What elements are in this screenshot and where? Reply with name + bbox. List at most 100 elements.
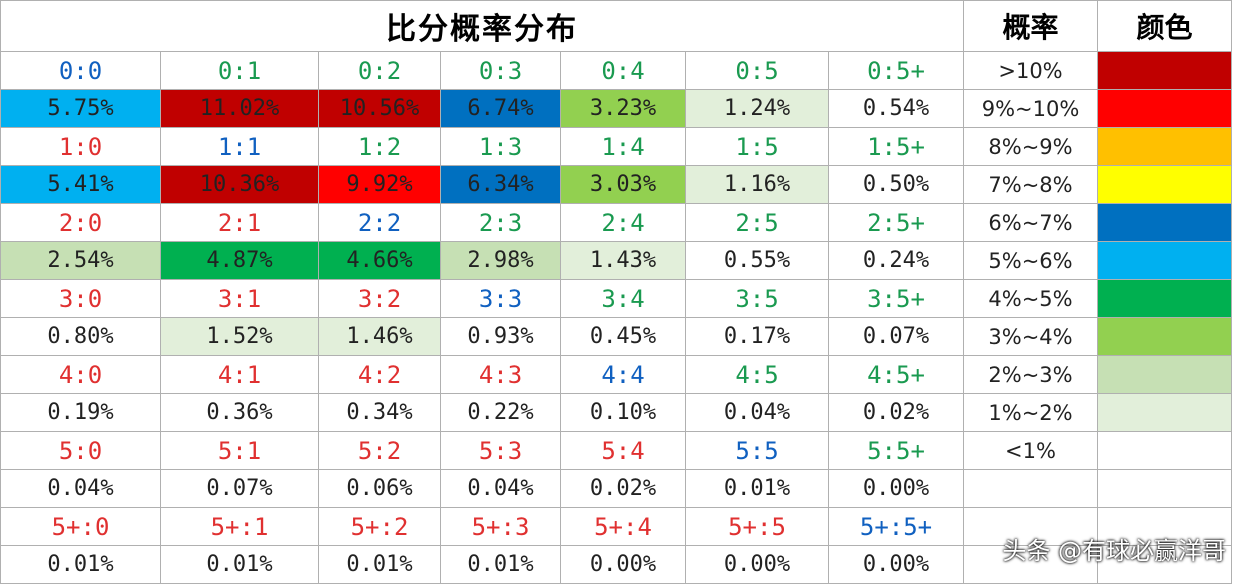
legend-range: >10% [963,51,1098,90]
score-cell: 1:5 [685,127,829,166]
legend-color [1097,51,1232,90]
score-cell: 0:1 [160,51,319,90]
legend-color [1097,241,1232,280]
score-cell: 3:5+ [828,279,964,318]
prob-cell: 0.36% [160,393,319,432]
prob-row: 2.54% 4.87% 4.66% 2.98% 1.43% 0.55% 0.24% 5%~6% [0,241,1232,280]
prob-cell: 1.16% [685,165,829,204]
prob-cell: 0.50% [828,165,964,204]
score-cell: 5+:5 [685,507,829,546]
legend-color [1097,317,1232,356]
prob-cell: 2.54% [0,241,161,280]
prob-cell: 0.06% [318,469,441,508]
prob-cell: 1.43% [560,241,686,280]
prob-row: 5.41% 10.36% 9.92% 6.34% 3.03% 1.16% 0.50% 7%~8… [0,165,1232,204]
score-cell: 4:0 [0,355,161,394]
score-cell: 5:1 [160,431,319,470]
legend-range: 6%~7% [963,203,1098,242]
prob-cell: 0.04% [440,469,561,508]
prob-cell: 0.17% [685,317,829,356]
legend-range [963,469,1098,508]
legend-color [1097,203,1232,242]
score-cell: 3:5 [685,279,829,318]
score-cell: 5+:3 [440,507,561,546]
legend-color [1097,127,1232,166]
legend-color [1097,469,1232,508]
score-cell: 5+:1 [160,507,319,546]
score-cell: 5+:5+ [828,507,964,546]
prob-cell: 9.92% [318,165,441,204]
score-cell: 1:2 [318,127,441,166]
prob-cell: 0.01% [0,545,161,584]
score-row: 1:0 1:1 1:2 1:3 1:4 1:5 1:5+ 8%~9% [0,127,1232,166]
legend-range: 9%~10% [963,89,1098,128]
score-cell: 2:3 [440,203,561,242]
score-cell: 4:5+ [828,355,964,394]
score-cell: 0:0 [0,51,161,90]
prob-cell: 0.07% [828,317,964,356]
prob-cell: 0.01% [160,545,319,584]
score-cell: 5:4 [560,431,686,470]
score-cell: 5:5 [685,431,829,470]
prob-cell: 0.45% [560,317,686,356]
legend-color [1097,507,1232,546]
score-cell: 2:5 [685,203,829,242]
prob-cell: 0.00% [828,469,964,508]
prob-cell: 5.75% [0,89,161,128]
prob-row: 0.04% 0.07% 0.06% 0.04% 0.02% 0.01% 0.00% [0,469,1232,508]
score-cell: 2:1 [160,203,319,242]
prob-cell: 0.01% [440,545,561,584]
score-cell: 2:2 [318,203,441,242]
prob-cell: 0.01% [318,545,441,584]
score-cell: 4:5 [685,355,829,394]
prob-cell: 6.74% [440,89,561,128]
score-cell: 0:4 [560,51,686,90]
prob-cell: 5.41% [0,165,161,204]
score-cell: 1:0 [0,127,161,166]
prob-cell: 0.19% [0,393,161,432]
prob-row: 0.19% 0.36% 0.34% 0.22% 0.10% 0.04% 0.02% 1%~2% [0,393,1232,432]
score-row: 0:0 0:1 0:2 0:3 0:4 0:5 0:5+ >10% [0,51,1232,90]
color-head: 颜色 [1097,0,1232,52]
score-cell: 1:5+ [828,127,964,166]
prob-cell: 1.52% [160,317,319,356]
prob-cell: 0.04% [0,469,161,508]
score-cell: 5:0 [0,431,161,470]
prob-cell: 0.34% [318,393,441,432]
score-cell: 0:3 [440,51,561,90]
legend-range: <1% [963,431,1098,470]
prob-cell: 0.93% [440,317,561,356]
prob-cell: 11.02% [160,89,319,128]
legend-color [1097,89,1232,128]
legend-range: 2%~3% [963,355,1098,394]
prob-cell: 4.66% [318,241,441,280]
score-row: 3:0 3:1 3:2 3:3 3:4 3:5 3:5+ 4%~5% [0,279,1232,318]
legend-range: 3%~4% [963,317,1098,356]
score-cell: 0:5 [685,51,829,90]
legend-color [1097,393,1232,432]
prob-cell: 3.03% [560,165,686,204]
prob-cell: 3.23% [560,89,686,128]
prob-cell: 0.01% [685,469,829,508]
prob-cell: 0.02% [828,393,964,432]
score-cell: 3:1 [160,279,319,318]
score-cell: 4:1 [160,355,319,394]
score-cell: 1:3 [440,127,561,166]
score-cell: 5:2 [318,431,441,470]
title: 比分概率分布 [0,0,964,52]
prob-row: 0.01% 0.01% 0.01% 0.01% 0.00% 0.00% 0.00% [0,545,1232,584]
score-cell: 4:3 [440,355,561,394]
header-row: 比分概率分布 概率 颜色 [0,0,1232,52]
legend-color [1097,431,1232,470]
legend-color [1097,279,1232,318]
legend-range [963,545,1098,584]
score-row: 4:0 4:1 4:2 4:3 4:4 4:5 4:5+ 2%~3% [0,355,1232,394]
prob-cell: 1.46% [318,317,441,356]
score-cell: 4:4 [560,355,686,394]
watermark: 头条 @有球必赢洋哥 [1002,537,1226,565]
prob-cell: 0.80% [0,317,161,356]
score-cell: 2:0 [0,203,161,242]
score-cell: 5:3 [440,431,561,470]
